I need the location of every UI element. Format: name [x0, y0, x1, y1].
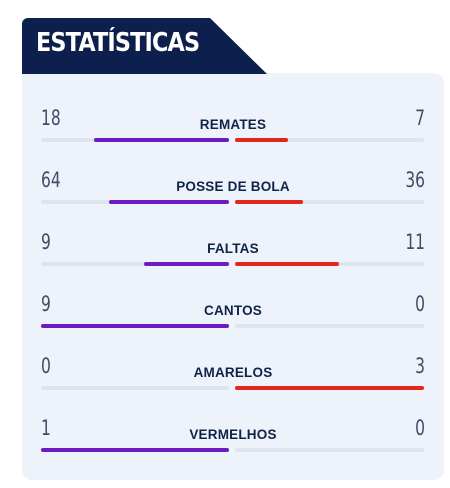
away-bar-fill [235, 262, 339, 266]
home-value: 1 [41, 416, 51, 440]
home-bar-track [41, 138, 229, 142]
stats-title: ESTATÍSTICAS [36, 28, 200, 58]
stat-label: POSSE DE BOLA [176, 179, 290, 194]
stat-row-remates: 18 REMATES 7 [22, 106, 444, 156]
home-value: 64 [41, 168, 61, 192]
away-value: 0 [415, 416, 425, 440]
stat-row-posse-de-bola: 64 POSSE DE BOLA 36 [22, 168, 444, 218]
home-bar-fill [144, 262, 229, 266]
stat-row-faltas: 9 FALTAS 11 [22, 230, 444, 280]
home-value: 0 [41, 354, 51, 378]
away-bar-track [235, 262, 424, 266]
stat-label: FALTAS [207, 241, 259, 256]
away-value: 36 [405, 168, 425, 192]
home-bar-track [41, 448, 229, 452]
stat-row-vermelhos: 1 VERMELHOS 0 [22, 416, 444, 466]
away-bar-track [235, 324, 424, 328]
stat-label: REMATES [199, 117, 267, 132]
stat-label: VERMELHOS [189, 427, 277, 442]
away-value: 0 [415, 292, 425, 316]
away-value: 3 [415, 354, 425, 378]
away-bar-track [235, 448, 424, 452]
home-bar-fill [41, 448, 229, 452]
away-bar-track [235, 138, 424, 142]
home-bar-track [41, 324, 229, 328]
home-bar-fill [108, 200, 229, 204]
stat-row-amarelos: 0 AMARELOS 3 [22, 354, 444, 404]
home-bar-fill [93, 138, 229, 142]
stat-label: AMARELOS [193, 365, 273, 380]
away-bar-fill [235, 138, 288, 142]
home-bar-track [41, 200, 229, 204]
away-bar-fill [235, 386, 424, 390]
stat-row-cantos: 9 CANTOS 0 [22, 292, 444, 342]
home-bar-track [41, 386, 229, 390]
stats-panel: 18 REMATES 7 64 POSSE DE BOLA 36 9 FALTA… [22, 73, 444, 480]
stat-label: CANTOS [204, 303, 262, 318]
home-value: 18 [41, 106, 61, 130]
home-bar-track [41, 262, 229, 266]
away-bar-fill [235, 200, 304, 204]
home-value: 9 [41, 292, 51, 316]
away-value: 7 [415, 106, 425, 130]
home-bar-fill [41, 324, 229, 328]
away-bar-track [235, 386, 424, 390]
stats-header: ESTATÍSTICAS [22, 18, 267, 74]
away-value: 11 [405, 230, 425, 254]
away-bar-track [235, 200, 424, 204]
home-value: 9 [41, 230, 51, 254]
